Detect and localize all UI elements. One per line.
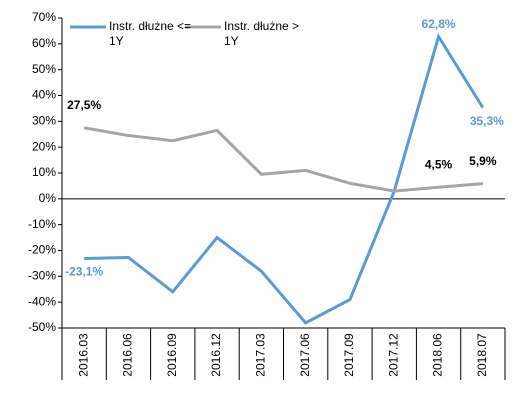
data-label: -23,1%	[65, 265, 103, 279]
y-tick-label: -40%	[28, 294, 56, 308]
series-line	[83, 126, 483, 193]
y-tick-label: -30%	[28, 269, 56, 283]
y-tick-label: -20%	[28, 243, 56, 257]
y-tick-label: 60%	[32, 36, 56, 50]
x-tick-label: 2017.09	[342, 333, 356, 377]
data-label: 5,9%	[469, 154, 497, 168]
y-tick-label: -10%	[28, 217, 56, 231]
y-tick-label: 70%	[32, 10, 56, 24]
series-line	[84, 32, 485, 325]
x-tick-label: 2018.06	[431, 333, 445, 377]
y-tick-label: -50%	[28, 320, 56, 334]
data-label: 27,5%	[67, 98, 101, 112]
x-tick-label: 2016.06	[121, 333, 135, 377]
data-label: 4,5%	[425, 157, 453, 171]
x-tick-label: 2018.07	[475, 333, 489, 377]
x-tick-label: 2017.12	[386, 333, 400, 377]
y-tick-label: 40%	[32, 88, 56, 102]
legend-label: Instr. dłużne > 1Y	[224, 19, 300, 48]
legend-label: Instr. dłużne <= 1Y	[109, 19, 192, 48]
y-tick-label: 30%	[32, 114, 56, 128]
x-tick-label: 2017.06	[298, 333, 312, 377]
data-label: 62,8%	[422, 17, 456, 31]
x-tick-label: 2017.03	[254, 333, 268, 377]
x-tick-label: 2016.09	[165, 333, 179, 377]
y-tick-label: 20%	[32, 139, 56, 153]
y-tick-label: 0%	[39, 191, 57, 205]
y-tick-label: 10%	[32, 165, 56, 179]
x-tick-label: 2016.03	[76, 333, 90, 377]
data-label: 35,3%	[470, 114, 504, 128]
y-tick-label: 50%	[32, 62, 56, 76]
x-tick-label: 2016.12	[209, 333, 223, 377]
legend-box	[64, 18, 326, 58]
